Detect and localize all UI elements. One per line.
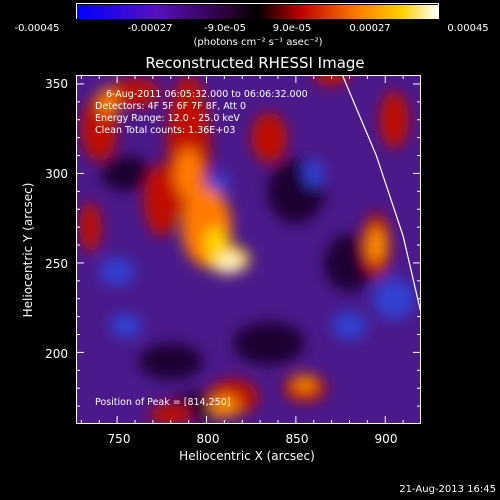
colorbar-gradient <box>77 5 438 19</box>
colorbar-tick: 0.00045 <box>447 23 489 34</box>
intensity-blob <box>219 255 241 271</box>
intensity-blob <box>313 75 350 86</box>
intensity-blob <box>109 313 143 339</box>
intensity-blob <box>303 159 325 188</box>
detectors-label: Detectors: 4F 5F 6F 7F 8F, Att 0 <box>95 101 247 112</box>
axis-ticks <box>76 75 421 424</box>
y-tick-label: 200 <box>45 347 68 361</box>
chart-title: Reconstructed RHESSI Image <box>145 54 365 72</box>
x-tick-label: 750 <box>107 432 131 446</box>
timestamp: 21-Aug-2013 16:45 <box>399 484 496 495</box>
x-axis-label: Heliocentric X (arcsec) <box>179 449 315 463</box>
colorbar-tick: -9.0e-05 <box>204 23 246 34</box>
colorbar-tick: -0.00045 <box>14 23 60 34</box>
colorbar-tick: -0.00027 <box>127 23 173 34</box>
colorbar <box>76 3 439 19</box>
intensity-blob <box>294 377 316 392</box>
intensity-blob <box>174 148 203 199</box>
intensity-blob <box>251 112 287 163</box>
intensity-blob <box>99 257 135 287</box>
x-tick-label: 850 <box>285 432 309 446</box>
y-tick-label: 250 <box>45 257 68 271</box>
energy-label: Energy Range: 12.0 - 25.0 keV <box>95 113 240 124</box>
intensity-blob <box>372 277 416 321</box>
colorbar-unit: (photons cm⁻² s⁻¹ asec⁻²) <box>193 37 323 48</box>
intensity-blob <box>201 171 230 194</box>
intensity-blob <box>233 321 305 365</box>
intensity-blob <box>109 78 161 108</box>
clean-label: Clean Total counts: 1.36E+03 <box>95 125 236 136</box>
intensity-blob <box>149 404 193 424</box>
intensity-blob <box>143 164 180 237</box>
intensity-blob <box>210 395 239 417</box>
intensity-blob <box>379 91 409 149</box>
intensity-blob <box>79 202 102 253</box>
intensity-blob <box>331 311 368 340</box>
heatmap-blobs <box>79 75 416 424</box>
y-tick-label: 350 <box>45 77 68 91</box>
x-tick-label: 800 <box>196 432 220 446</box>
intensity-blob <box>138 343 203 380</box>
y-tick-label: 300 <box>45 167 68 181</box>
intensity-blob <box>324 234 375 292</box>
intensity-blob <box>97 87 119 117</box>
plot-frame <box>76 75 421 424</box>
intensity-blob <box>101 155 152 192</box>
time-range-label: 6-Aug-2011 06:05:32.000 to 06:06:32.000 <box>106 89 308 100</box>
colorbar-tick: 9.0e-05 <box>272 23 312 34</box>
y-axis-label: Heliocentric Y (arcsec) <box>21 182 35 318</box>
intensity-blob <box>204 227 227 256</box>
colorbar-tick: 0.00027 <box>349 23 391 34</box>
intensity-blob <box>367 227 386 263</box>
solar-limb-curve <box>341 75 421 314</box>
heatmap-plot <box>76 75 421 424</box>
peak-position-label: Position of Peak = [814,250] <box>95 397 231 408</box>
x-tick-label: 900 <box>374 432 398 446</box>
